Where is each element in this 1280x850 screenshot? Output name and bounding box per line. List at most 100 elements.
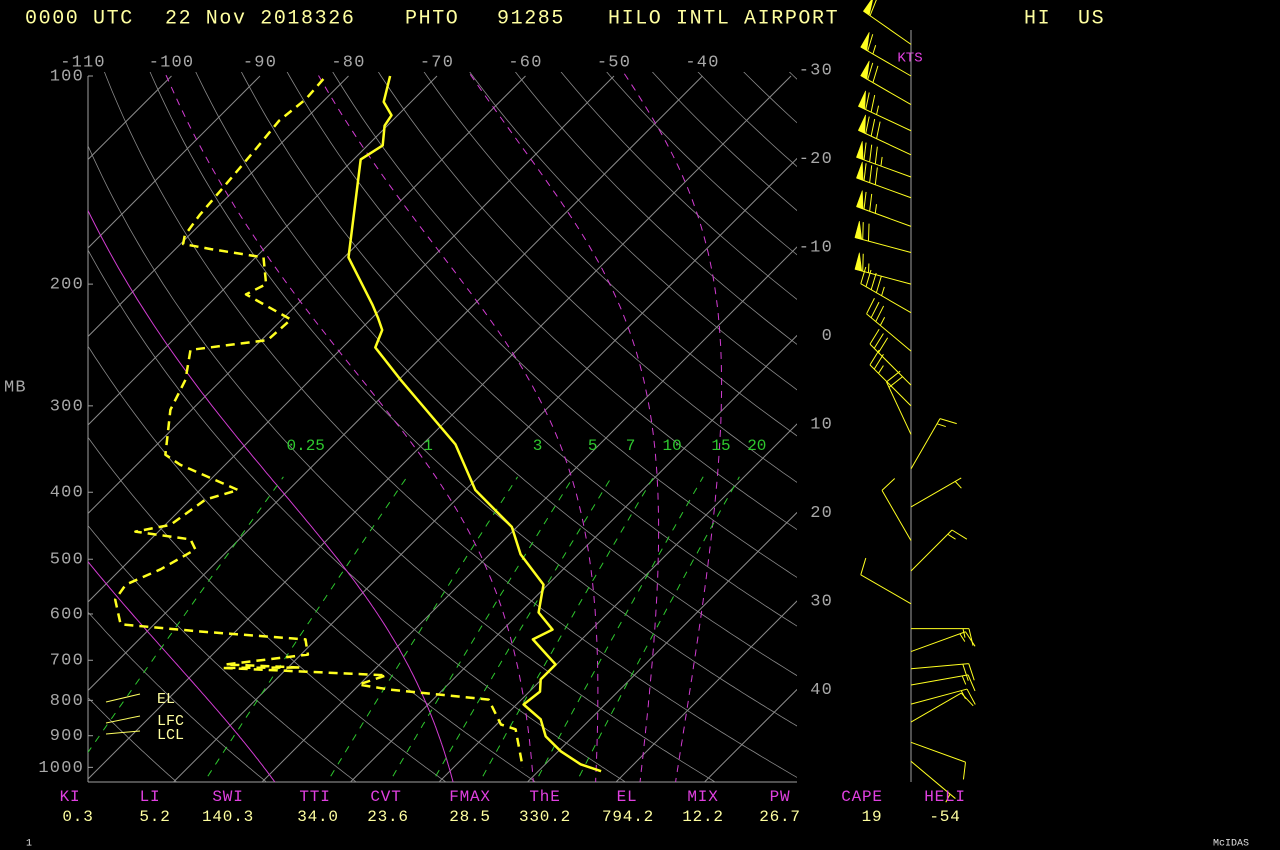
x2-tick-label: 40 xyxy=(810,681,833,700)
index-value: 330.2 xyxy=(519,808,571,826)
isotherm xyxy=(261,246,797,782)
wind-barb-feather xyxy=(873,333,884,349)
mixing-ratio-label: 7 xyxy=(626,437,636,455)
wind-barb-shaft xyxy=(869,364,912,407)
isotherm xyxy=(615,600,797,782)
wind-barb-feather xyxy=(869,193,873,212)
isotherm xyxy=(88,75,438,426)
mixing-ratio-label: 10 xyxy=(662,437,681,455)
wind-barb-half-feather xyxy=(954,481,962,489)
index-label: HELI xyxy=(924,788,966,806)
wind-barb-half-feather xyxy=(881,286,885,296)
wind-barb-half-feather xyxy=(947,533,956,540)
isotherm xyxy=(350,334,797,782)
y-tick-label: 1000 xyxy=(38,759,84,778)
dry-adiabat xyxy=(88,345,537,782)
wind-barb-pennant xyxy=(856,190,864,210)
x2-tick-label: -10 xyxy=(799,238,833,257)
wind-barb-half-feather xyxy=(874,204,877,214)
wind-barb-feather xyxy=(870,94,876,113)
wind-barb-shaft xyxy=(858,129,912,156)
wind-barb-half-feather xyxy=(876,105,880,115)
wind-barb-feather xyxy=(869,144,873,163)
wind-barb-half-feather xyxy=(936,423,946,428)
moist-adiabat xyxy=(164,72,534,782)
wind-barb-half-feather xyxy=(962,628,966,638)
moist-adiabat xyxy=(622,72,723,782)
wind-barb-feather xyxy=(865,116,870,134)
index-value: 5.2 xyxy=(139,808,170,826)
header-date: 22 Nov 2018326 xyxy=(165,7,355,30)
wind-barb-half-feather xyxy=(945,793,951,803)
x2-tick-label: 0 xyxy=(822,327,833,346)
wind-barb xyxy=(910,477,962,508)
wind-barb-shaft xyxy=(860,574,912,605)
wind-barb-half-feather xyxy=(959,633,966,642)
wind-barb-feather xyxy=(878,337,889,353)
x2-tick-label: 30 xyxy=(810,592,833,611)
wind-barb-feather xyxy=(962,664,969,681)
wind-barb-shaft xyxy=(860,46,912,77)
wind-barb-feather xyxy=(863,191,867,210)
wind-barb-feather xyxy=(867,223,870,242)
wind-barb xyxy=(866,298,912,352)
dry-adiabat xyxy=(332,72,797,531)
y-tick-label: 600 xyxy=(50,605,84,624)
index-value: 19 xyxy=(862,808,883,826)
wind-barb-half-feather xyxy=(879,316,886,326)
wind-barb-shaft xyxy=(869,343,912,386)
wind-barb-shaft xyxy=(910,631,966,653)
wind-barb-shaft xyxy=(910,692,962,723)
y-tick-label: 300 xyxy=(50,397,84,416)
dry-adiabat xyxy=(149,72,797,727)
dry-adiabat xyxy=(88,144,716,782)
y-tick-label: 100 xyxy=(50,67,84,86)
moist-adiabat xyxy=(88,209,454,782)
dry-adiabat xyxy=(240,72,797,627)
index-label: LI xyxy=(140,788,161,806)
index-label: TTI xyxy=(299,788,330,806)
wind-barb-feather xyxy=(870,272,877,290)
wind-barb xyxy=(886,370,912,435)
y-tick-label: 500 xyxy=(50,551,84,570)
mixing-ratio-line xyxy=(538,476,704,777)
index-value: -54 xyxy=(929,808,960,826)
wind-barb-feather xyxy=(865,269,872,287)
wind-barb-pennant xyxy=(860,32,870,51)
header-station-id: PHTO xyxy=(405,7,459,30)
y-tick-label: 700 xyxy=(50,652,84,671)
wind-barb-shaft xyxy=(860,75,912,106)
x2-tick-label: -20 xyxy=(799,150,833,169)
index-value: 23.6 xyxy=(367,808,409,826)
x-tick-label: -70 xyxy=(420,53,454,72)
wind-barb-shaft xyxy=(881,490,912,541)
wind-barb xyxy=(910,692,974,723)
wind-barb-shaft xyxy=(856,206,912,227)
wind-barb-feather xyxy=(874,146,878,165)
el-legend-line xyxy=(105,693,141,703)
isotherm xyxy=(88,75,349,338)
wind-barb xyxy=(881,478,912,541)
wind-barb xyxy=(854,220,912,253)
wind-barb-feather xyxy=(862,253,864,272)
wind-barb-feather xyxy=(967,674,976,692)
x-tick-label: -90 xyxy=(243,53,277,72)
wind-barb-shaft xyxy=(910,760,956,799)
wind-barb-shaft xyxy=(910,418,941,470)
wind-barb-shaft xyxy=(910,741,966,763)
isotherm xyxy=(88,75,615,603)
wind-barb-pennant xyxy=(858,114,866,134)
mixing-ratio-line xyxy=(578,476,740,777)
wind-barb-shaft xyxy=(863,10,912,45)
wind-barb-pennant xyxy=(854,252,863,272)
dry-adiabat xyxy=(377,72,797,483)
el-legend-label: EL xyxy=(157,691,175,708)
wind-barb-feather xyxy=(881,478,896,491)
lcl-legend-label: LCL xyxy=(157,727,184,744)
mixing-ratio-line xyxy=(207,476,408,777)
x-tick-label: -40 xyxy=(685,53,719,72)
index-label: CAPE xyxy=(841,788,883,806)
isotherm xyxy=(88,75,261,249)
lcl-legend-line xyxy=(105,730,141,735)
wind-barb xyxy=(856,190,912,227)
